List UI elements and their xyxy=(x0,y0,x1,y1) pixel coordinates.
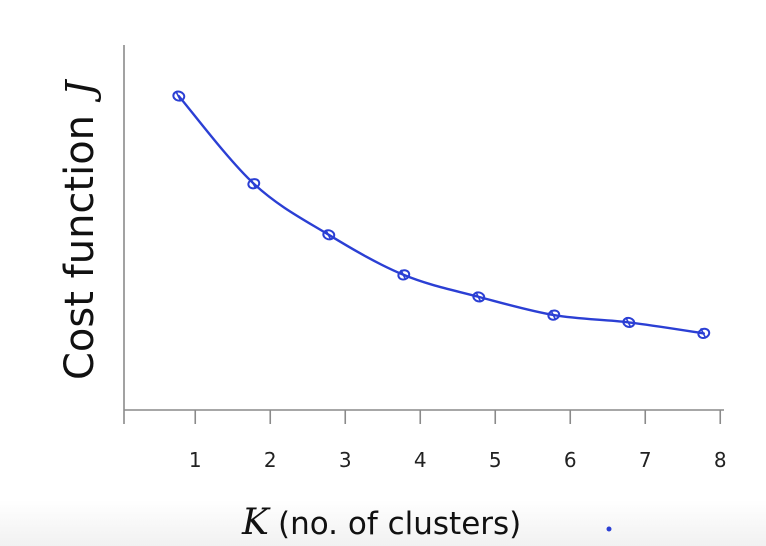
x-axis-label-variable: K xyxy=(241,502,271,543)
y-axis-label: Cost function J xyxy=(57,79,103,380)
x-tick-label-3: 3 xyxy=(339,448,352,472)
x-tick-label-1: 1 xyxy=(189,448,202,472)
x-axis-label: K (no. of clusters) xyxy=(241,502,521,543)
y-axis-label-variable: J xyxy=(58,79,102,103)
data-point-k6 xyxy=(547,309,561,321)
x-tick-label-8: 8 xyxy=(714,448,727,472)
elbow-curve xyxy=(177,94,705,335)
data-point-k2 xyxy=(247,178,261,190)
x-tick-label-6: 6 xyxy=(564,448,577,472)
data-point-k1 xyxy=(172,90,186,102)
data-point-k5 xyxy=(472,291,486,303)
x-ticks xyxy=(194,410,722,424)
data-point-k3 xyxy=(322,229,336,241)
data-markers xyxy=(172,90,711,340)
x-tick-label-7: 7 xyxy=(639,448,652,472)
x-axis-label-text: (no. of clusters) xyxy=(278,506,521,542)
x-tick-label-2: 2 xyxy=(264,448,277,472)
x-tick-label-5: 5 xyxy=(489,448,502,472)
x-tick-labels: 1 2 3 4 5 6 7 8 xyxy=(189,448,727,472)
data-point-k8 xyxy=(697,327,711,340)
x-tick-label-4: 4 xyxy=(414,448,427,472)
annotation-dot xyxy=(606,526,612,532)
data-point-k7 xyxy=(622,316,636,328)
data-point-k4 xyxy=(397,269,411,281)
y-axis-label-text: Cost function xyxy=(57,115,103,380)
